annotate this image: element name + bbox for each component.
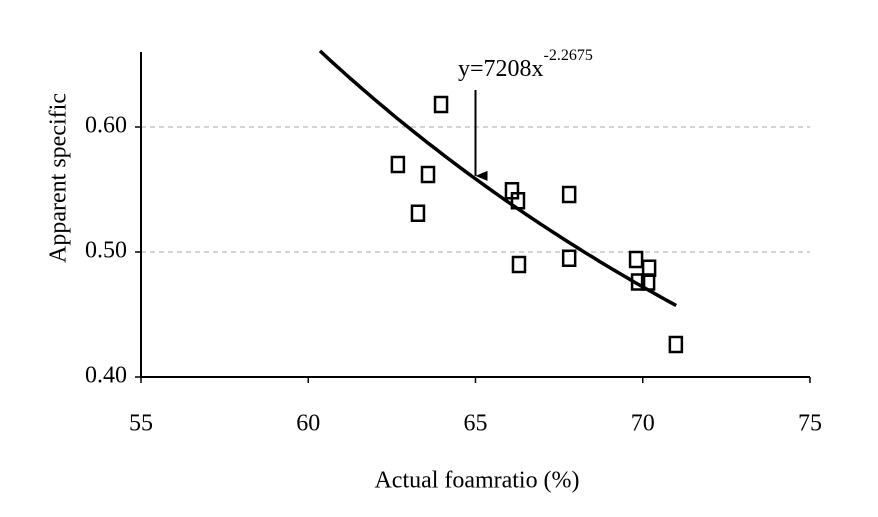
x-tick-label: 65 — [464, 411, 488, 437]
marker — [511, 255, 527, 274]
marker — [628, 250, 644, 269]
x-tick-label: 75 — [798, 411, 822, 437]
y-tick-label: 0.50 — [85, 238, 127, 264]
marker — [561, 249, 577, 267]
fit-label: y=7208x-2.2675 — [458, 47, 593, 82]
y-tick-label: 0.40 — [85, 363, 127, 389]
marker — [390, 155, 406, 174]
y-axis-label: Apparent specific — [46, 93, 72, 263]
fit-curve — [318, 49, 678, 308]
x-tick-label: 70 — [631, 411, 655, 437]
x-tick-label: 55 — [129, 411, 153, 437]
y-tick-label: 0.60 — [85, 113, 127, 139]
marker — [433, 95, 449, 114]
marker — [561, 185, 577, 204]
marker — [410, 204, 426, 222]
fit-exponent: -2.2675 — [544, 47, 593, 64]
x-axis-label: Actual foamratio (%) — [375, 468, 580, 494]
marker — [420, 165, 436, 184]
fit-equation: y=7208x — [458, 56, 544, 82]
x-tick-label: 60 — [296, 411, 320, 437]
marker — [668, 335, 684, 354]
